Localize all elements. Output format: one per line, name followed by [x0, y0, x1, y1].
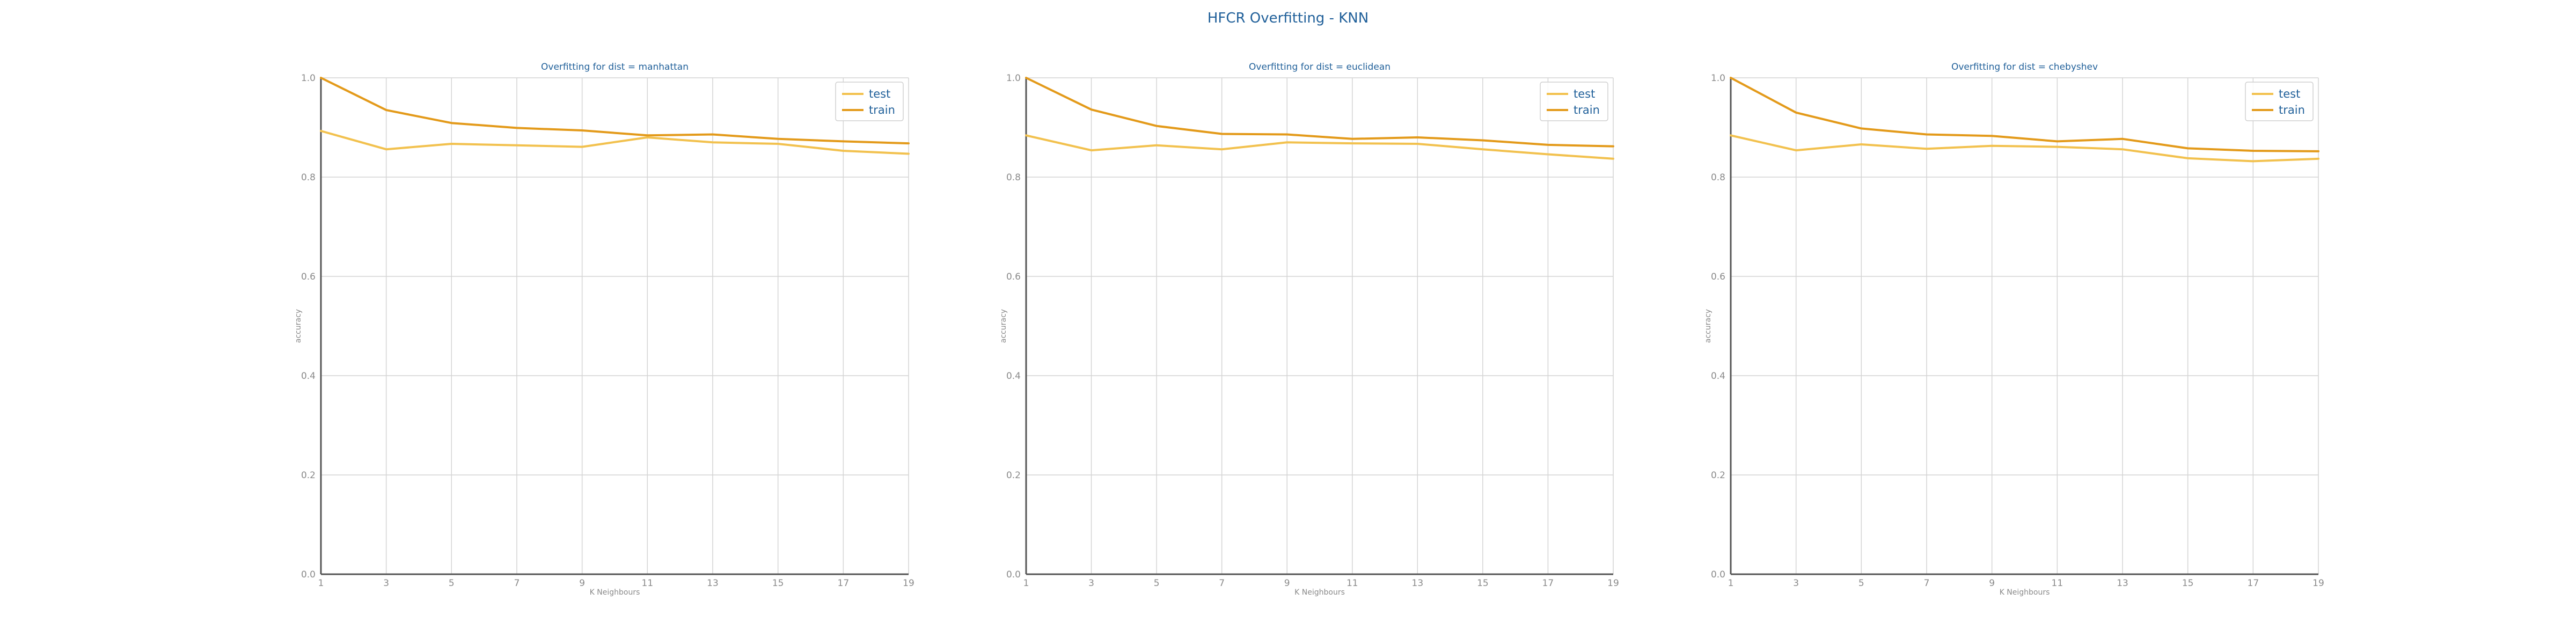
y-tick-label: 0.2: [301, 470, 316, 481]
chart-title: Overfitting for dist = manhattan: [541, 62, 689, 72]
figure-title: HFCR Overfitting - KNN: [1208, 10, 1368, 26]
y-tick-label: 0.2: [1711, 470, 1725, 481]
x-tick-label: 15: [2182, 578, 2194, 589]
series-line-test: [320, 130, 910, 155]
y-tick-label: 0.0: [301, 569, 316, 580]
y-tick-label: 0.4: [301, 371, 316, 382]
x-tick-label: 9: [579, 578, 585, 589]
x-tick-label: 19: [2312, 578, 2324, 589]
series-line-train: [320, 77, 910, 145]
x-tick-label: 19: [1607, 578, 1619, 589]
x-tick-label: 17: [2248, 578, 2259, 589]
x-tick-label: 15: [772, 578, 784, 589]
chart-title: Overfitting for dist = chebyshev: [1951, 62, 2098, 72]
x-tick-label: 3: [1088, 578, 1094, 589]
y-tick-label: 0.0: [1006, 569, 1021, 580]
x-tick-label: 7: [514, 578, 520, 589]
series-line-train: [1025, 77, 1614, 148]
x-tick-label: 17: [838, 578, 850, 589]
x-tick-label: 3: [383, 578, 389, 589]
y-tick-label: 0.6: [301, 272, 316, 282]
y-tick-label: 0.6: [1006, 272, 1021, 282]
legend: test train: [835, 82, 904, 121]
y-tick-label: 0.2: [1006, 470, 1021, 481]
legend-label-train: train: [2279, 104, 2305, 116]
series-line-test: [1730, 134, 2319, 163]
y-axis-label: accuracy: [999, 309, 1008, 343]
x-tick-label: 11: [1346, 578, 1358, 589]
x-tick-label: 11: [642, 578, 654, 589]
y-tick-label: 0.0: [1711, 569, 1725, 580]
x-tick-label: 1: [1728, 578, 1734, 589]
y-tick-label: 1.0: [1711, 73, 1725, 84]
x-tick-label: 17: [1542, 578, 1554, 589]
y-tick-label: 0.6: [1711, 272, 1725, 282]
x-tick-label: 5: [1858, 578, 1864, 589]
legend: test train: [1540, 82, 1608, 121]
x-tick-label: 9: [1284, 578, 1290, 589]
x-tick-label: 7: [1219, 578, 1225, 589]
legend-label-test: test: [869, 87, 890, 100]
x-tick-label: 13: [1412, 578, 1424, 589]
y-axis-label: accuracy: [294, 309, 303, 343]
x-tick-label: 5: [1154, 578, 1160, 589]
legend-label-train: train: [869, 104, 895, 116]
x-tick-label: 11: [2052, 578, 2063, 589]
chart-title: Overfitting for dist = euclidean: [1249, 62, 1391, 72]
y-tick-label: 0.8: [1006, 172, 1021, 183]
x-axis-label: K Neighbours: [590, 588, 640, 597]
legend-label-test: test: [1574, 87, 1595, 100]
y-tick-label: 0.4: [1006, 371, 1021, 382]
x-tick-label: 1: [1023, 578, 1029, 589]
legend: test train: [2245, 82, 2314, 121]
x-tick-label: 5: [449, 578, 455, 589]
x-tick-label: 13: [2117, 578, 2128, 589]
y-axis-label: accuracy: [1704, 309, 1713, 343]
series-line-train: [1730, 77, 2319, 152]
x-tick-label: 15: [1477, 578, 1489, 589]
x-tick-label: 19: [903, 578, 914, 589]
y-tick-label: 0.8: [1711, 172, 1725, 183]
x-axis-label: K Neighbours: [1294, 588, 1345, 597]
x-tick-label: 7: [1924, 578, 1930, 589]
y-tick-label: 1.0: [1006, 73, 1021, 84]
legend-label-test: test: [2279, 87, 2300, 100]
legend-label-train: train: [1574, 104, 1600, 116]
x-tick-label: 1: [318, 578, 324, 589]
y-tick-label: 0.4: [1711, 371, 1725, 382]
x-tick-label: 13: [707, 578, 719, 589]
series-line-test: [1025, 134, 1614, 160]
y-tick-label: 0.8: [301, 172, 316, 183]
x-tick-label: 3: [1793, 578, 1799, 589]
y-tick-label: 1.0: [301, 73, 316, 84]
x-axis-label: K Neighbours: [2000, 588, 2050, 597]
x-tick-label: 9: [1989, 578, 1995, 589]
